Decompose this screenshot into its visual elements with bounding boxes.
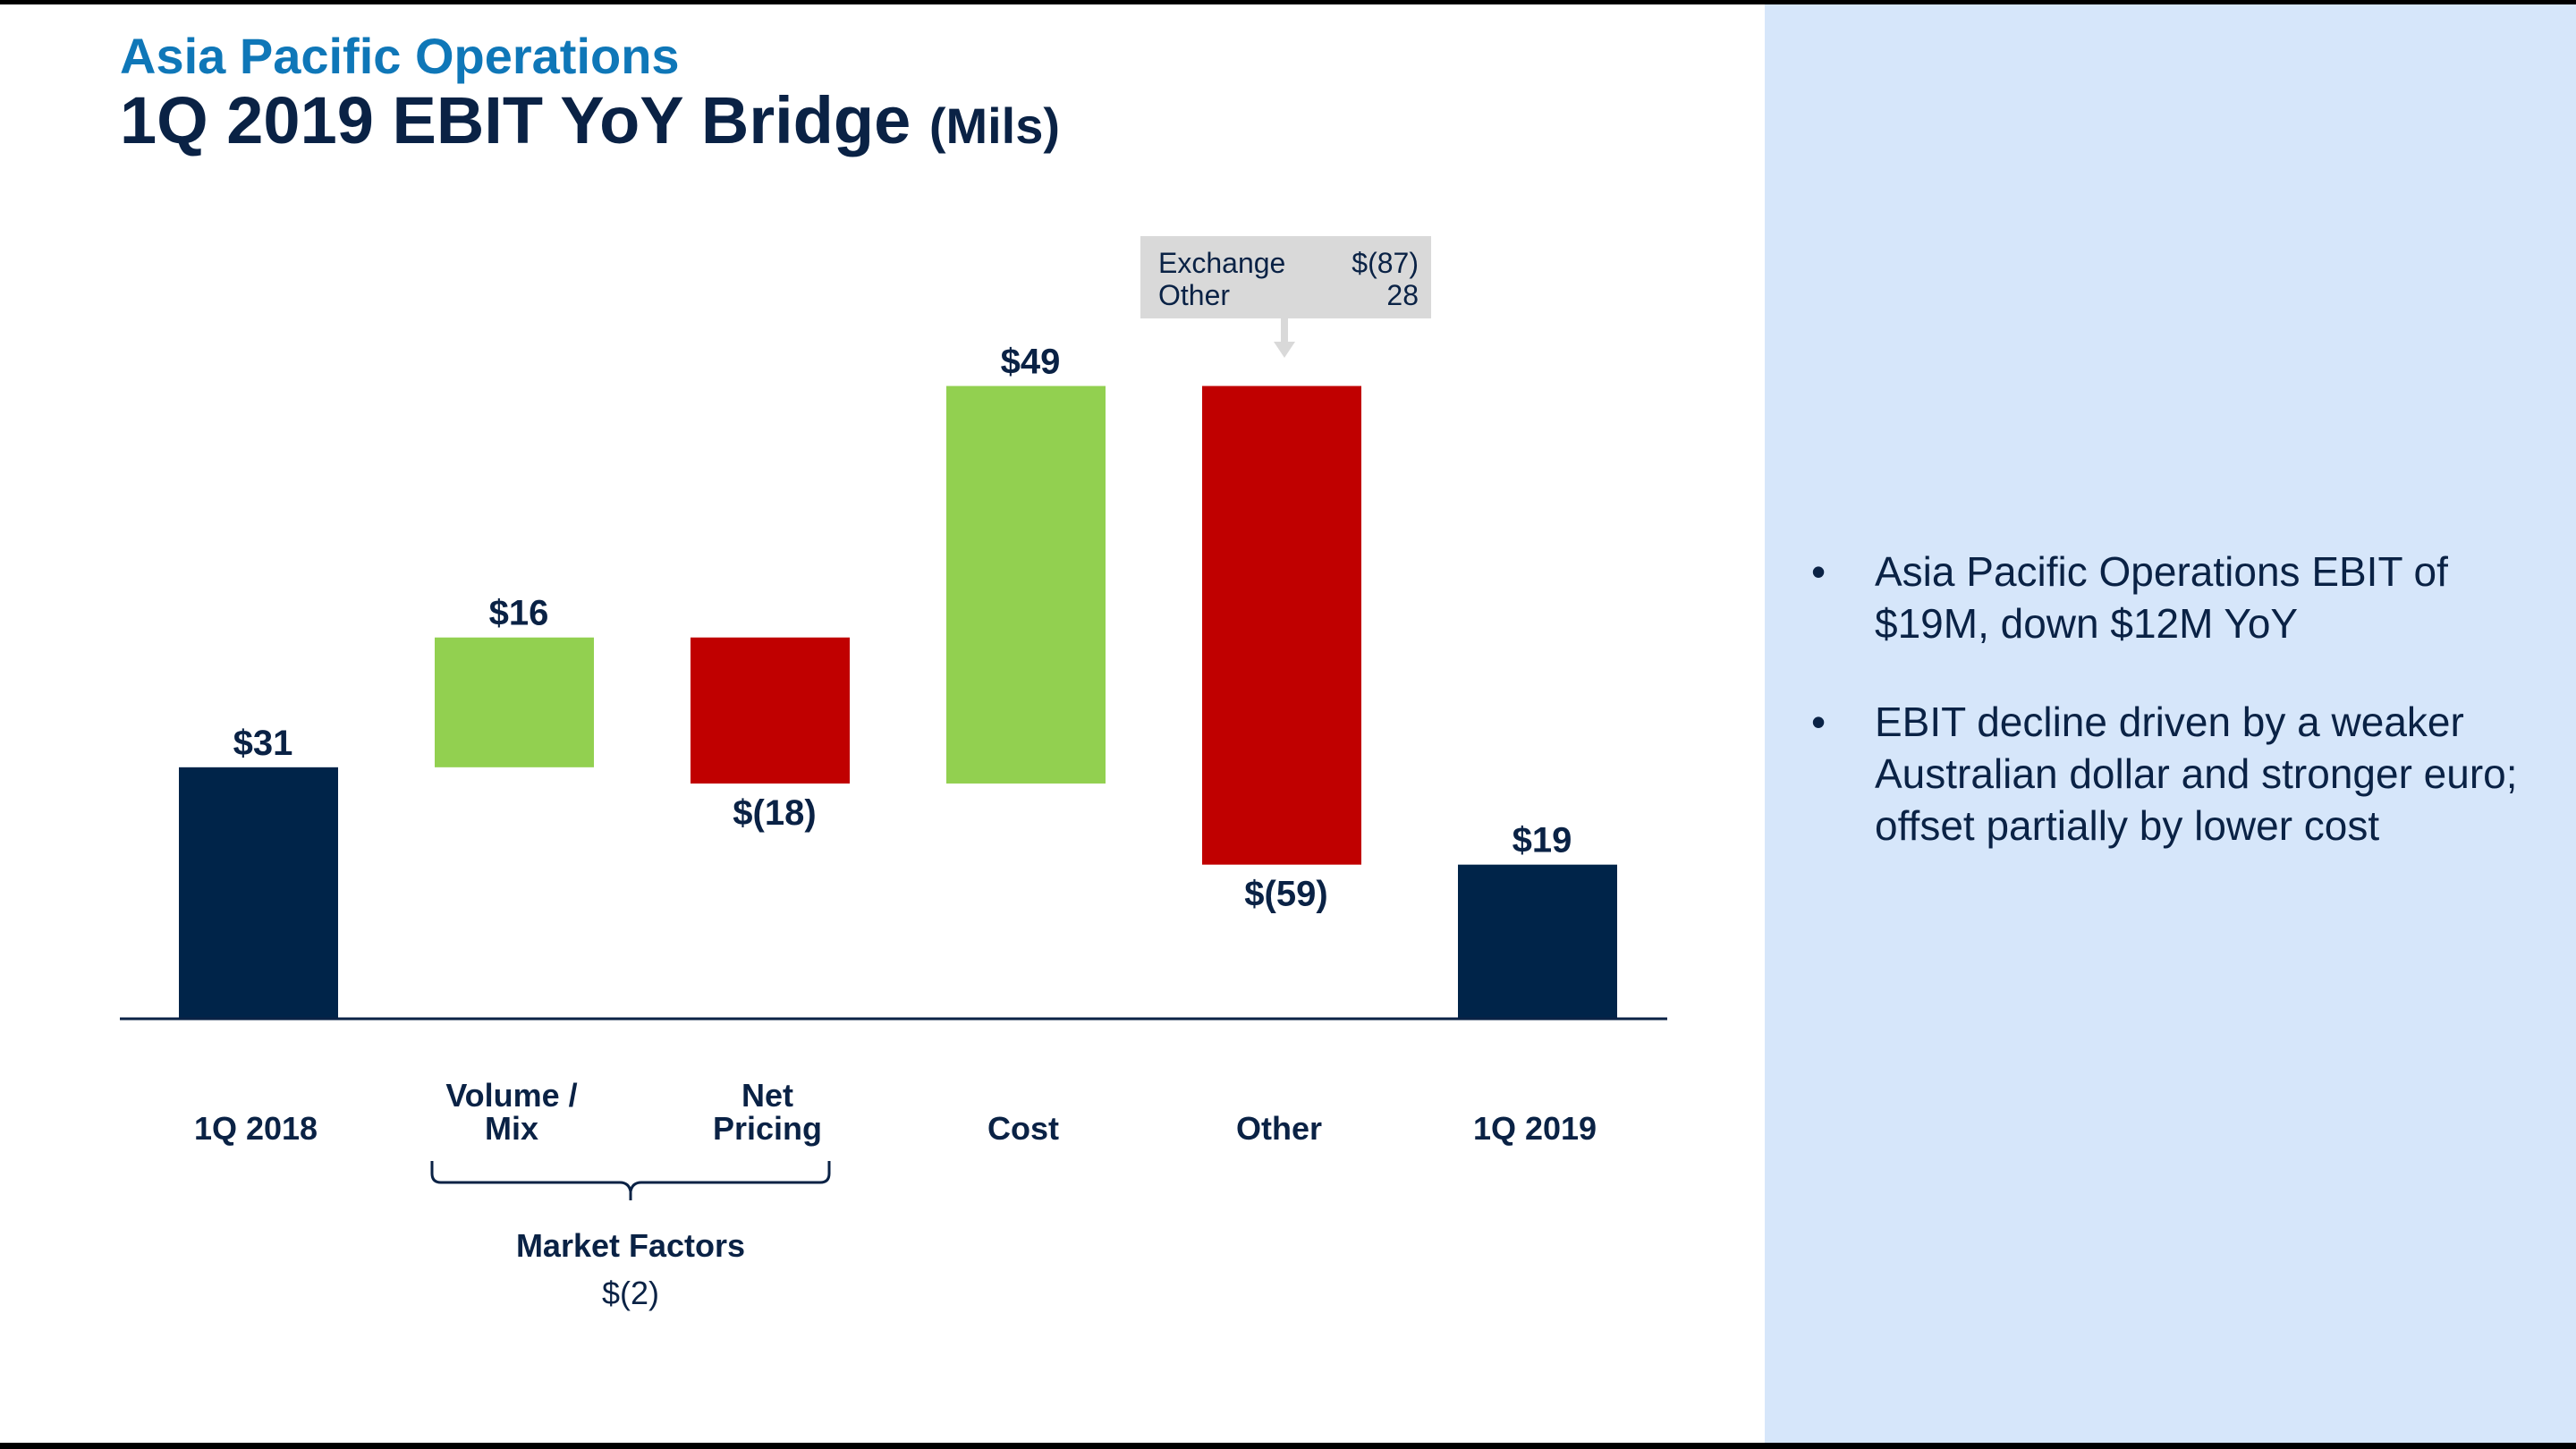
category-label: Volume /	[445, 1077, 577, 1114]
callout-label: Other	[1158, 279, 1230, 311]
data-label: $31	[233, 724, 293, 763]
data-label: $(18)	[733, 793, 816, 833]
page-title: 1Q 2019 EBIT YoY Bridge (Mils)	[120, 82, 1060, 158]
callout-label: Exchange	[1158, 247, 1285, 279]
callout-value: $(87)	[1352, 247, 1419, 279]
bar-total	[1458, 864, 1617, 1019]
bar-increase	[435, 637, 594, 767]
bottom-border	[0, 1443, 2576, 1449]
commentary-bullets: • Asia Pacific Operations EBIT of $19M, d…	[1811, 546, 2527, 898]
callout-arrow-shaft	[1281, 318, 1288, 343]
group-bracket	[430, 1161, 831, 1200]
category-label: 1Q 2019	[1473, 1110, 1597, 1147]
title-text: 1Q 2019 EBIT YoY Bridge	[120, 83, 911, 157]
category-label: Net	[741, 1077, 793, 1114]
category-label: 1Q 2018	[194, 1110, 318, 1147]
data-label: $19	[1513, 821, 1572, 860]
data-label: $49	[1001, 343, 1061, 382]
callout-value: 28	[1386, 279, 1419, 311]
bullet-text: EBIT decline driven by a weaker Australi…	[1875, 699, 2518, 849]
title-unit: (Mils)	[928, 97, 1061, 154]
top-border	[0, 0, 2576, 4]
bar-total	[179, 767, 338, 1019]
bar-decrease	[1202, 386, 1361, 865]
callout-box	[1140, 236, 1431, 318]
bar-increase	[946, 386, 1106, 784]
data-label: $(59)	[1244, 875, 1327, 914]
bullet-item: • EBIT decline driven by a weaker Austral…	[1811, 696, 2527, 852]
data-label: $16	[489, 594, 549, 633]
category-label: Mix	[485, 1110, 538, 1147]
category-label: Pricing	[713, 1110, 822, 1147]
category-label: Other	[1236, 1110, 1322, 1147]
arrow-down-icon	[1274, 342, 1295, 358]
category-label: Cost	[987, 1110, 1059, 1147]
bullet-text: Asia Pacific Operations EBIT of $19M, do…	[1875, 548, 2448, 647]
bullet-icon: •	[1811, 548, 1826, 595]
group-label: Market Factors	[516, 1227, 745, 1264]
bullet-icon: •	[1811, 699, 1826, 745]
bar-decrease	[691, 637, 850, 784]
section-subtitle: Asia Pacific Operations	[120, 28, 680, 84]
group-value: $(2)	[602, 1275, 659, 1311]
commentary-panel	[1765, 4, 2576, 1443]
bullet-item: • Asia Pacific Operations EBIT of $19M, d…	[1811, 546, 2527, 649]
